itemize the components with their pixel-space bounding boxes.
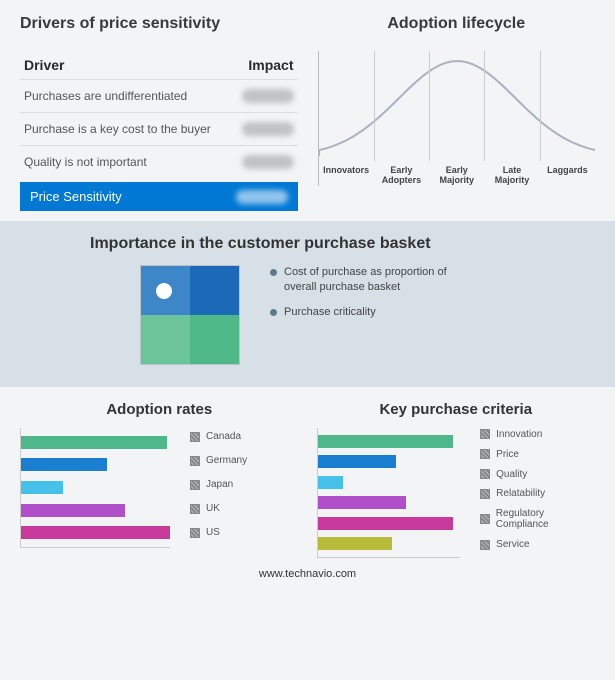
- legend-item: Relatability: [480, 488, 595, 499]
- hbar: [318, 517, 454, 530]
- legend-label: UK: [206, 503, 220, 514]
- legend-label: Cost of purchase as proportion of overal…: [284, 265, 470, 295]
- blurred-value: [242, 122, 294, 136]
- drivers-summary: Price Sensitivity: [20, 182, 298, 211]
- legend-bullet: [270, 269, 277, 276]
- legend-swatch: [190, 432, 200, 442]
- driver-label: Purchases are undifferentiated: [24, 89, 187, 103]
- drivers-col-impact: Impact: [248, 57, 293, 73]
- legend-swatch: [190, 504, 200, 514]
- legend-item: Japan: [190, 479, 247, 490]
- hbar: [21, 526, 170, 539]
- legend-swatch: [190, 528, 200, 538]
- criteria-panel: Key purchase criteria Innovation Price Qua…: [317, 401, 596, 558]
- adoption-rates-chart: [20, 428, 170, 548]
- legend-label: Regulatory Compliance: [496, 508, 595, 530]
- criteria-legend: Innovation Price Quality Relatability Regula…: [480, 428, 595, 558]
- legend-swatch: [190, 456, 200, 466]
- driver-label: Purchase is a key cost to the buyer: [24, 122, 211, 136]
- legend-item: Service: [480, 539, 595, 550]
- basket-panel: Importance in the customer purchase bask…: [0, 221, 615, 387]
- adoption-rates-title: Adoption rates: [20, 401, 299, 418]
- hbar: [21, 504, 125, 517]
- legend-item: Regulatory Compliance: [480, 508, 595, 530]
- lifecycle-label: Late Majority: [484, 166, 539, 186]
- legend-item: Innovation: [480, 429, 595, 440]
- legend-label: Innovation: [496, 429, 542, 440]
- drivers-row: Purchases are undifferentiated: [20, 79, 298, 112]
- lifecycle-title: Adoption lifecycle: [318, 15, 596, 33]
- legend-bullet: [270, 309, 277, 316]
- lifecycle-label: Early Majority: [429, 166, 484, 186]
- lifecycle-chart: InnovatorsEarly AdoptersEarly MajorityLa…: [318, 51, 596, 186]
- legend-item: Price: [480, 449, 595, 460]
- drivers-summary-label: Price Sensitivity: [30, 189, 122, 204]
- lifecycle-label: Laggards: [540, 166, 595, 186]
- legend-item: Germany: [190, 455, 247, 466]
- basket-title: Importance in the customer purchase bask…: [90, 235, 595, 253]
- criteria-title: Key purchase criteria: [317, 401, 596, 418]
- legend-item: US: [190, 527, 247, 538]
- legend-swatch: [190, 480, 200, 490]
- legend-label: Purchase criticality: [284, 305, 376, 320]
- drivers-col-driver: Driver: [24, 57, 64, 73]
- legend-label: US: [206, 527, 220, 538]
- hbar: [318, 476, 344, 489]
- lifecycle-label: Innovators: [319, 166, 374, 186]
- driver-label: Quality is not important: [24, 155, 147, 169]
- hbar: [318, 435, 454, 448]
- legend-label: Relatability: [496, 488, 545, 499]
- blurred-value: [242, 89, 294, 103]
- drivers-row: Purchase is a key cost to the buyer: [20, 112, 298, 145]
- legend-swatch: [480, 469, 490, 479]
- legend-label: Canada: [206, 431, 241, 442]
- legend-swatch: [480, 540, 490, 550]
- blurred-value: [242, 155, 294, 169]
- drivers-title: Drivers of price sensitivity: [20, 15, 298, 33]
- legend-swatch: [480, 489, 490, 499]
- blurred-value: [236, 190, 288, 204]
- drivers-row: Quality is not important: [20, 145, 298, 178]
- drivers-table: Driver Impact Purchases are undifferenti…: [20, 51, 298, 211]
- quadrant-cell: [190, 266, 239, 315]
- legend-swatch: [480, 514, 490, 524]
- legend-item: Canada: [190, 431, 247, 442]
- hbar: [318, 496, 406, 509]
- legend-label: Service: [496, 539, 529, 550]
- footer: www.technavio.com: [0, 562, 615, 586]
- legend-label: Price: [496, 449, 519, 460]
- legend-item: Cost of purchase as proportion of overal…: [270, 265, 470, 295]
- criteria-chart: [317, 428, 461, 558]
- legend-item: UK: [190, 503, 247, 514]
- quadrant-cell: [190, 315, 239, 364]
- quadrant-marker: [156, 283, 172, 299]
- hbar: [318, 455, 396, 468]
- legend-label: Japan: [206, 479, 233, 490]
- legend-item: Purchase criticality: [270, 305, 470, 320]
- hbar: [21, 481, 63, 494]
- legend-label: Germany: [206, 455, 247, 466]
- lifecycle-panel: Adoption lifecycle InnovatorsEarly Adopt…: [318, 15, 596, 211]
- legend-label: Quality: [496, 469, 527, 480]
- adoption-rates-legend: Canada Germany Japan UK US: [190, 428, 247, 548]
- legend-swatch: [480, 429, 490, 439]
- quadrant-cell: [141, 315, 190, 364]
- basket-quadrant: [140, 265, 240, 365]
- drivers-panel: Drivers of price sensitivity Driver Impa…: [20, 15, 298, 211]
- adoption-rates-panel: Adoption rates Canada Germany Japan UK US: [20, 401, 299, 558]
- lifecycle-label: Early Adopters: [374, 166, 429, 186]
- legend-item: Quality: [480, 469, 595, 480]
- hbar: [21, 436, 167, 449]
- basket-legend: Cost of purchase as proportion of overal…: [270, 265, 470, 330]
- hbar: [318, 537, 392, 550]
- hbar: [21, 458, 107, 471]
- legend-swatch: [480, 449, 490, 459]
